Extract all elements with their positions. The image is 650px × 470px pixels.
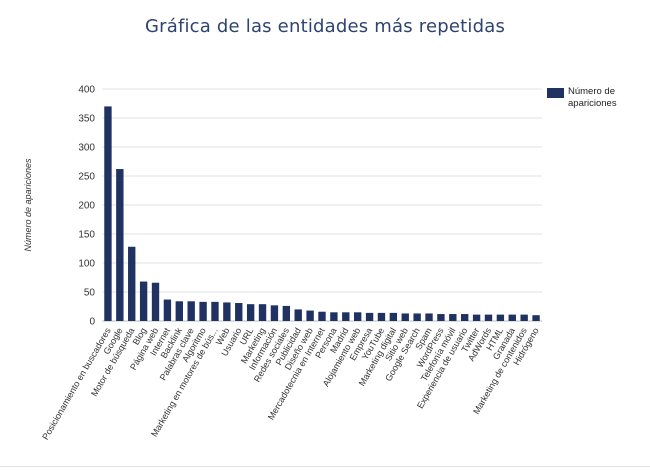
bar	[413, 313, 421, 321]
y-tick-label: 350	[78, 114, 95, 125]
y-axis-ticks: 0 50 100 150 200 250 300 350 400	[78, 85, 95, 328]
bar	[116, 169, 124, 321]
bar	[330, 312, 338, 321]
bar	[365, 312, 374, 321]
bar	[496, 314, 505, 321]
legend-swatch	[547, 88, 564, 98]
footer-divider	[0, 466, 650, 467]
bar	[246, 304, 255, 321]
y-axis-title-text: Número de apariciones	[23, 158, 33, 252]
bar	[151, 282, 160, 321]
bar	[258, 304, 267, 321]
bar	[270, 305, 279, 321]
bar	[199, 301, 207, 321]
bar	[294, 309, 302, 321]
bar	[306, 310, 314, 321]
bar	[282, 305, 291, 321]
y-tick-label: 50	[84, 288, 96, 299]
bar	[437, 314, 445, 321]
bar	[389, 312, 398, 321]
bar	[104, 106, 112, 322]
bar	[139, 281, 148, 321]
bar	[235, 303, 243, 321]
bar	[484, 314, 493, 321]
bar	[461, 314, 469, 321]
y-tick-label: 300	[78, 143, 95, 154]
bar	[425, 313, 433, 321]
chart-title: Gráfica de las entidades más repetidas	[144, 16, 506, 37]
y-tick-label: 150	[78, 230, 95, 241]
grid-lines	[102, 88, 542, 322]
bar	[508, 314, 516, 321]
y-tick-label: 100	[78, 259, 95, 270]
bar	[342, 312, 350, 321]
bar	[449, 314, 457, 321]
bar	[353, 312, 362, 321]
bar	[401, 313, 409, 321]
bar	[377, 312, 386, 321]
bar	[211, 301, 219, 321]
bar	[128, 246, 136, 321]
bars	[104, 106, 540, 322]
y-tick-label: 400	[78, 85, 95, 96]
bar	[163, 299, 172, 321]
bar	[520, 314, 528, 321]
y-tick-label: 250	[78, 172, 95, 183]
x-axis-labels: Posicionamiento en buscadoresGoogleMotor…	[40, 326, 541, 442]
y-tick-label: 200	[78, 201, 95, 212]
bar	[472, 314, 481, 321]
legend-label: Número de apariciones	[568, 86, 617, 109]
bar	[223, 302, 231, 321]
y-tick-label: 0	[89, 317, 95, 328]
bar	[187, 301, 195, 321]
bar	[318, 311, 326, 321]
bar	[532, 315, 540, 321]
bar	[175, 301, 183, 321]
